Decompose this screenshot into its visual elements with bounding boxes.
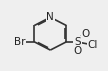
- Text: O: O: [73, 46, 82, 56]
- Text: N: N: [46, 12, 54, 22]
- Text: O: O: [82, 29, 90, 39]
- Text: Br: Br: [14, 37, 25, 47]
- Text: Cl: Cl: [88, 40, 98, 50]
- Text: S: S: [74, 37, 81, 47]
